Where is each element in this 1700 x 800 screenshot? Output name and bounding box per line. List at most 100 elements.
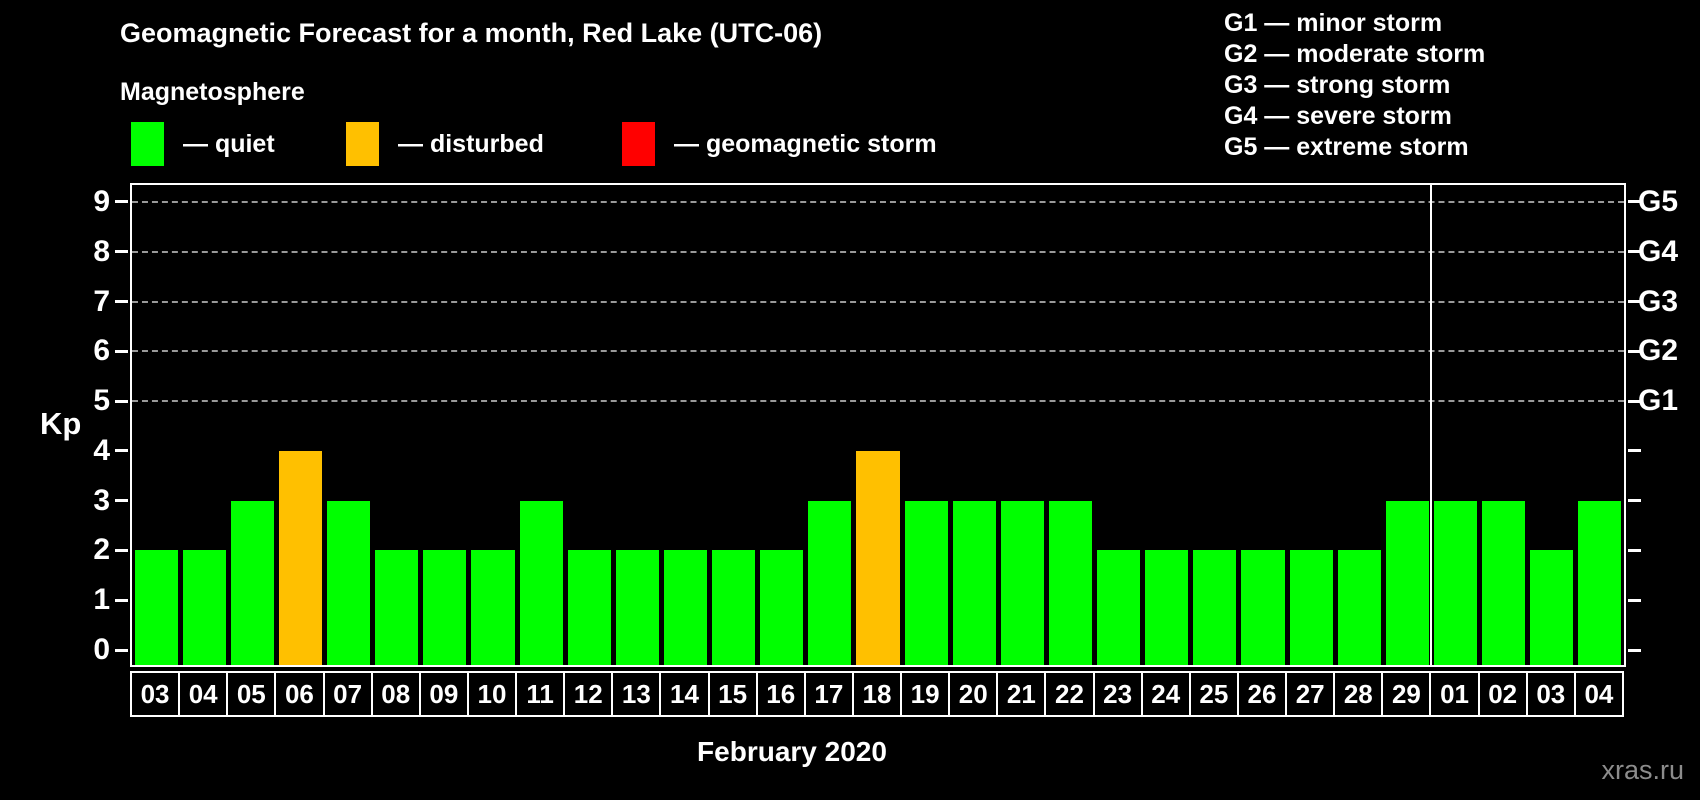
quiet-swatch-icon xyxy=(131,122,164,166)
x-axis-day-label-04: 04 xyxy=(178,671,229,717)
g-axis-label-g2: G2 xyxy=(1638,334,1679,368)
y-tick-right-5 xyxy=(1628,399,1641,403)
y-tick-left-9 xyxy=(115,200,128,204)
y-tick-label-8: 8 xyxy=(93,234,110,268)
x-axis-day-label-07: 07 xyxy=(322,671,373,717)
x-axis-day-label-10: 10 xyxy=(466,671,518,717)
kp-bar-day-13 xyxy=(615,550,659,665)
y-tick-left-4 xyxy=(115,449,128,453)
x-axis-day-label-02: 02 xyxy=(1477,671,1528,717)
x-axis-day-label-22: 22 xyxy=(1044,671,1095,717)
gridline-kp5 xyxy=(132,400,1624,403)
kp-bar-day-12 xyxy=(567,550,611,665)
x-axis-day-label-15: 15 xyxy=(707,671,758,717)
legend-label-disturbed: — disturbed xyxy=(398,129,544,158)
kp-bar-day-23 xyxy=(1097,550,1141,665)
g-scale-legend: G1 — minor storm G2 — moderate storm G3 … xyxy=(1224,8,1485,163)
g-legend-item-g4: G4 — severe storm xyxy=(1224,102,1452,130)
y-tick-label-9: 9 xyxy=(93,184,110,218)
kp-bar-day-06 xyxy=(278,450,322,665)
kp-bar-day-19 xyxy=(904,500,948,665)
g-axis-label-g5: G5 xyxy=(1638,184,1679,218)
kp-bar-day-03 xyxy=(134,550,178,665)
kp-bar-day-07 xyxy=(327,500,371,665)
y-tick-label-0: 0 xyxy=(93,633,110,666)
g-legend-item-g2: G2 — moderate storm xyxy=(1224,40,1486,68)
kp-bar-day-18 xyxy=(856,450,900,665)
chart-subtitle: Magnetosphere xyxy=(120,78,305,106)
x-axis-day-label-01: 01 xyxy=(1429,671,1480,717)
chart-title: Geomagnetic Forecast for a month, Red La… xyxy=(120,18,823,48)
kp-bar-day-11 xyxy=(519,500,563,665)
x-axis-day-label-14: 14 xyxy=(659,671,710,717)
y-tick-label-6: 6 xyxy=(93,334,110,368)
kp-bar-day-24 xyxy=(1145,550,1189,665)
y-tick-left-3 xyxy=(115,499,128,503)
x-axis-day-label-03: 03 xyxy=(130,671,181,717)
plot-area: 0 1 2 3 4 5 6 7 8 9 G1 G2 G3 G4 G5 03 04 05 06 07 08 09 10 11 12… xyxy=(93,183,1678,717)
legend-item-disturbed: — disturbed xyxy=(346,121,544,167)
y-tick-left-8 xyxy=(115,250,128,254)
kp-bar-day-28 xyxy=(1337,550,1381,665)
kp-bar-day-20 xyxy=(952,500,996,665)
x-axis-day-label-13: 13 xyxy=(611,671,662,717)
x-axis-day-label-29: 29 xyxy=(1381,671,1432,717)
x-axis-day-label-27: 27 xyxy=(1285,671,1336,717)
y-tick-right-4 xyxy=(1628,449,1641,453)
x-axis-day-label-16: 16 xyxy=(755,671,806,717)
y-axis-title: Kp xyxy=(40,406,82,441)
kp-bar-day-14 xyxy=(663,550,708,665)
kp-bar-day-04 xyxy=(182,550,226,665)
kp-bar-day-09 xyxy=(423,550,467,665)
x-axis-day-label-03: 03 xyxy=(1525,671,1576,717)
x-axis-day-label-24: 24 xyxy=(1140,671,1191,717)
gridline-kp7 xyxy=(132,300,1624,303)
y-tick-right-0 xyxy=(1628,648,1641,652)
y-tick-left-5 xyxy=(115,399,128,403)
x-axis-day-label-11: 11 xyxy=(515,671,566,717)
kp-bar-day-21 xyxy=(1000,500,1044,665)
kp-bar-day-17 xyxy=(808,500,852,665)
legend-label-storm: — geomagnetic storm xyxy=(674,129,937,158)
y-tick-right-9 xyxy=(1628,200,1641,204)
y-tick-right-7 xyxy=(1628,300,1641,304)
kp-bar-day-02 xyxy=(1482,500,1526,665)
kp-bar-day-10 xyxy=(471,550,515,665)
g-legend-item-g1: G1 — minor storm xyxy=(1224,9,1443,37)
g-axis-label-g3: G3 xyxy=(1638,284,1679,318)
y-tick-right-1 xyxy=(1628,598,1641,602)
y-tick-label-1: 1 xyxy=(93,583,110,617)
y-tick-label-4: 4 xyxy=(93,433,110,467)
y-tick-right-3 xyxy=(1628,499,1641,503)
y-tick-left-2 xyxy=(115,548,128,552)
y-tick-label-2: 2 xyxy=(93,533,110,567)
x-axis-day-label-06: 06 xyxy=(274,671,325,717)
legend-item-storm: — geomagnetic storm xyxy=(622,121,937,167)
x-axis-day-label-18: 18 xyxy=(851,671,903,717)
x-axis-day-label-28: 28 xyxy=(1333,671,1384,717)
g-axis-label-g4: G4 xyxy=(1638,234,1679,268)
x-axis-day-label-20: 20 xyxy=(948,671,999,717)
y-tick-right-2 xyxy=(1628,548,1641,552)
g-legend-item-g5: G5 — extreme storm xyxy=(1224,133,1469,161)
y-tick-left-6 xyxy=(115,349,128,353)
x-axis-day-label-12: 12 xyxy=(563,671,614,717)
kp-bar-day-01 xyxy=(1433,500,1478,665)
storm-swatch-icon xyxy=(622,122,655,166)
kp-bar-day-03 xyxy=(1530,550,1574,665)
legend-item-quiet: — quiet xyxy=(131,121,275,167)
y-tick-right-8 xyxy=(1628,250,1641,254)
x-axis-day-label-25: 25 xyxy=(1188,671,1239,717)
y-tick-right-6 xyxy=(1628,349,1641,353)
y-tick-left-0 xyxy=(115,648,128,652)
x-axis-day-label-23: 23 xyxy=(1092,671,1143,717)
x-axis-day-label-04: 04 xyxy=(1573,671,1624,717)
y-tick-left-1 xyxy=(115,598,128,602)
x-axis-day-label-21: 21 xyxy=(996,671,1047,717)
kp-bar-day-26 xyxy=(1241,550,1285,665)
x-axis-day-label-09: 09 xyxy=(418,671,469,717)
kp-bar-day-15 xyxy=(712,550,756,665)
kp-bar-day-16 xyxy=(760,550,804,665)
g-legend-item-g3: G3 — strong storm xyxy=(1224,71,1451,99)
